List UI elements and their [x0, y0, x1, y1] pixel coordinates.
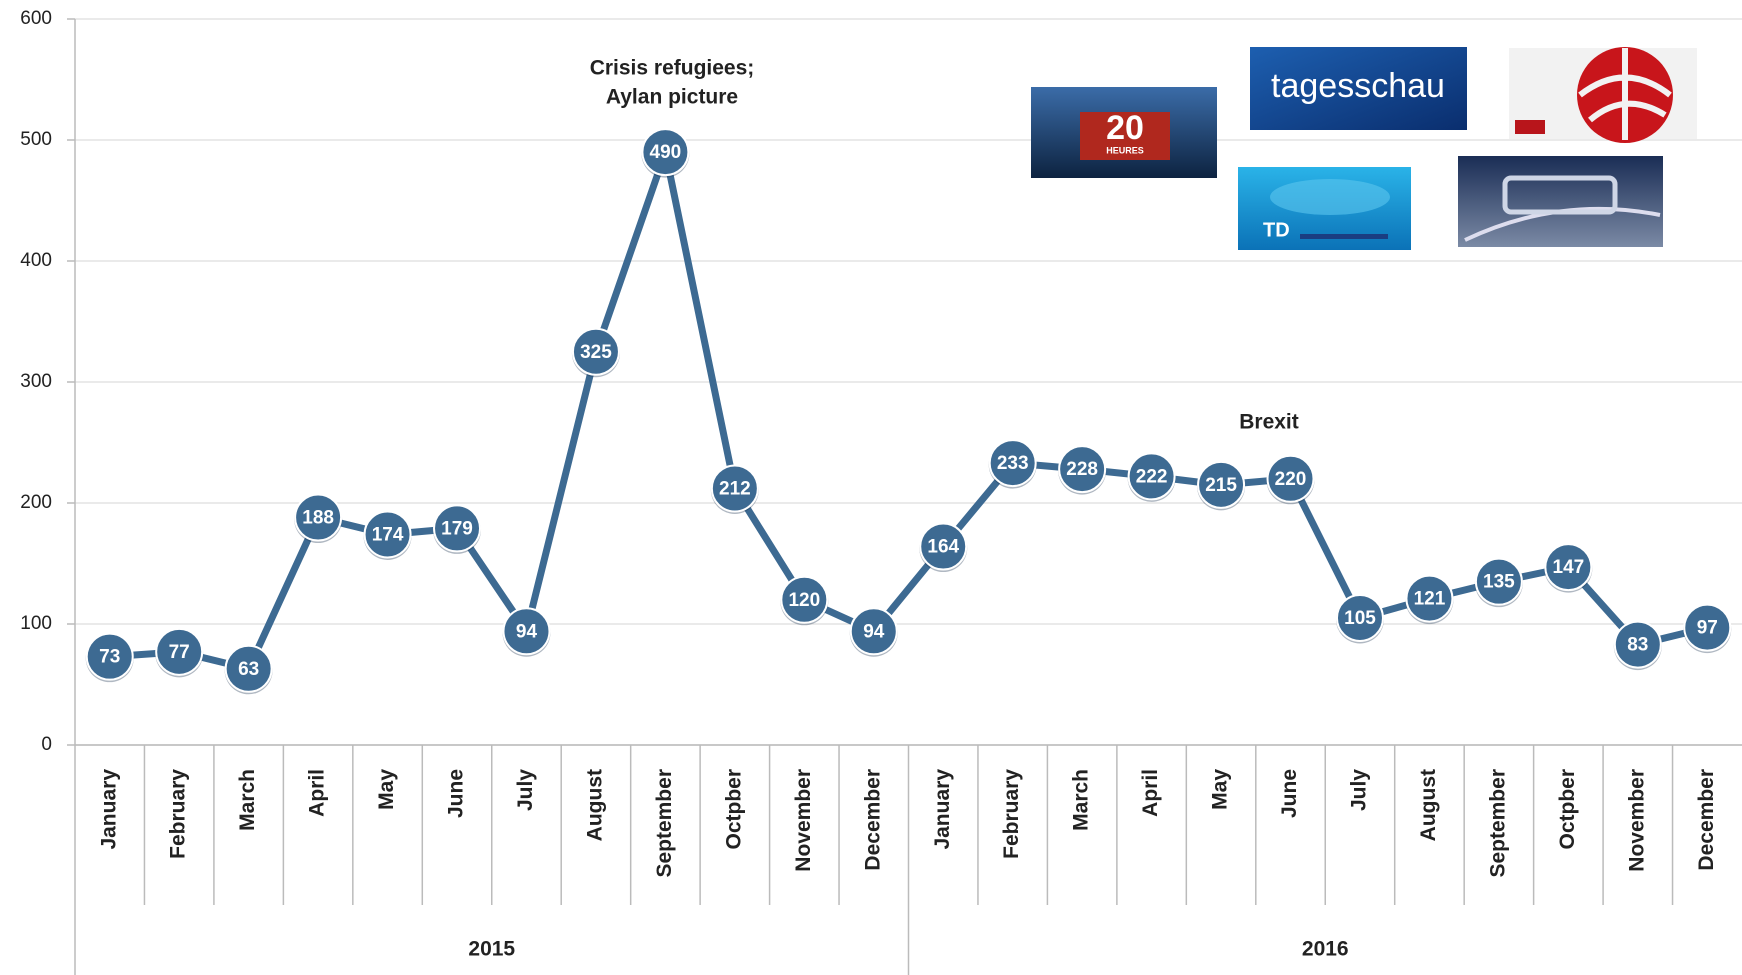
annotation: Aylan picture	[606, 86, 738, 109]
data-label: 212	[719, 478, 751, 499]
data-label: 233	[997, 453, 1029, 474]
data-label: 83	[1627, 635, 1648, 656]
x-tick-label: Octpber	[722, 769, 745, 850]
x-tick-label: December	[1695, 769, 1718, 871]
x-tick-label: January	[931, 769, 954, 850]
x-tick-label: September	[1486, 769, 1509, 878]
data-label: 147	[1553, 557, 1585, 578]
x-tick-label: January	[97, 769, 120, 850]
logo-map	[1270, 179, 1390, 215]
x-tick-label: May	[375, 769, 398, 810]
data-label: 222	[1136, 466, 1168, 487]
x-tick-label: March	[1070, 769, 1093, 831]
logo-bg	[1458, 156, 1663, 247]
data-label: 164	[927, 537, 959, 558]
data-label: 120	[788, 590, 820, 611]
x-tick-label: November	[1625, 769, 1648, 872]
data-label: 188	[302, 508, 334, 529]
chart: 0 100 200 300 400 500 600 January February March A…	[0, 0, 1742, 975]
logo-20-heures: 20 HEURES	[1031, 87, 1217, 178]
logo-bbc	[1509, 47, 1697, 143]
data-label: 325	[580, 342, 612, 363]
logo-text: tagesschau	[1271, 67, 1445, 105]
x-tick-label: August	[583, 769, 606, 841]
data-label: 94	[516, 621, 538, 642]
data-label: 94	[863, 621, 885, 642]
group-label: 2016	[1302, 938, 1349, 961]
y-tick-label: 600	[20, 8, 52, 29]
x-tick-label: November	[792, 769, 815, 872]
x-tick-label: July	[514, 769, 537, 811]
data-label: 73	[99, 647, 120, 668]
data-label: 179	[441, 518, 473, 539]
x-tick-label: June	[445, 769, 468, 818]
x-tick-label: September	[653, 769, 676, 878]
logo-bar	[1300, 234, 1388, 239]
x-tick-label: May	[1209, 769, 1232, 810]
y-tick-label: 400	[20, 250, 52, 271]
annotation: Brexit	[1239, 411, 1299, 434]
x-tick-label: April	[306, 769, 329, 817]
data-label: 174	[372, 524, 404, 545]
data-label: 105	[1344, 608, 1376, 629]
y-tick-label: 200	[20, 492, 52, 513]
data-label: 63	[238, 659, 259, 680]
x-tick-label: April	[1139, 769, 1162, 817]
x-tick-label: June	[1278, 769, 1301, 818]
x-tick-label: February	[167, 769, 190, 859]
data-label: 77	[169, 642, 190, 663]
y-tick-label: 300	[20, 371, 52, 392]
x-tick-label: August	[1417, 769, 1440, 841]
x-tick-label: December	[861, 769, 884, 871]
logo-td: TD	[1238, 167, 1411, 250]
logo-text: TD	[1263, 219, 1290, 241]
logo-tvc1	[1458, 156, 1663, 247]
logo-tagesschau: tagesschau	[1250, 47, 1467, 130]
data-label: 228	[1066, 459, 1098, 480]
y-tick-label: 0	[41, 734, 52, 755]
data-label: 220	[1275, 469, 1307, 490]
logo-text: 20	[1106, 109, 1144, 147]
group-label: 2015	[468, 938, 515, 961]
logo-text: HEURES	[1106, 145, 1144, 155]
x-tick-label: Octpber	[1556, 769, 1579, 850]
annotation: Crisis refugiees;	[590, 57, 755, 80]
data-label: 97	[1697, 618, 1718, 639]
logo-box	[1515, 120, 1545, 134]
grid: 0 100 200 300 400 500 600 January February March A…	[20, 8, 1742, 975]
x-tick-label: March	[236, 769, 259, 831]
x-tick-label: February	[1000, 769, 1023, 859]
data-label: 121	[1414, 589, 1446, 610]
data-label: 215	[1205, 475, 1237, 496]
data-label: 490	[650, 142, 682, 163]
y-tick-label: 100	[20, 613, 52, 634]
y-tick-label: 500	[20, 129, 52, 150]
x-tick-label: July	[1348, 769, 1371, 811]
data-label: 135	[1483, 572, 1515, 593]
